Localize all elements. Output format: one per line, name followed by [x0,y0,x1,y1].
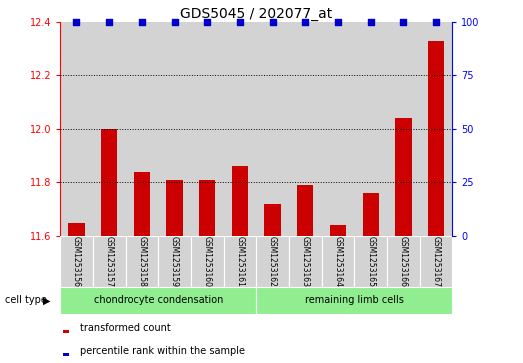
Text: GSM1253166: GSM1253166 [399,236,408,287]
Text: remaining limb cells: remaining limb cells [305,295,404,305]
Bar [93,22,126,236]
Bar [60,22,93,236]
Text: chondrocyte condensation: chondrocyte condensation [94,295,223,305]
Text: GSM1253167: GSM1253167 [431,236,440,287]
Text: transformed count: transformed count [79,323,170,333]
Bar [362,193,379,236]
Point [138,19,146,25]
Bar [419,236,452,287]
Bar [158,22,191,236]
Bar [387,236,419,287]
Point [432,19,440,25]
Bar [265,204,281,236]
Point [367,19,375,25]
Point [301,19,310,25]
Point [72,19,81,25]
Text: GSM1253162: GSM1253162 [268,236,277,287]
Bar [63,330,69,333]
Bar [419,22,452,236]
Bar [93,236,126,287]
Text: GSM1253159: GSM1253159 [170,236,179,287]
Bar [126,236,158,287]
Text: GSM1253161: GSM1253161 [235,236,244,287]
Point [334,19,342,25]
Bar [224,22,256,236]
Point [170,19,179,25]
Bar [256,236,289,287]
Bar [289,236,322,287]
Text: GSM1253163: GSM1253163 [301,236,310,287]
Text: cell type: cell type [5,295,47,305]
Bar [256,22,289,236]
Bar [297,185,313,236]
Bar [63,354,69,356]
Bar [322,236,355,287]
Bar [126,22,158,236]
Bar [330,225,346,236]
Bar [199,180,215,236]
Bar [232,166,248,236]
Point [203,19,211,25]
Bar [322,22,355,236]
Text: GSM1253158: GSM1253158 [138,236,146,287]
Bar [60,287,256,314]
Bar [166,180,183,236]
Title: GDS5045 / 202077_at: GDS5045 / 202077_at [180,7,333,21]
Point [268,19,277,25]
Point [236,19,244,25]
Bar [134,172,150,236]
Text: GSM1253156: GSM1253156 [72,236,81,287]
Bar [101,129,117,236]
Bar [387,22,419,236]
Bar [395,118,412,236]
Bar [289,22,322,236]
Bar [191,236,224,287]
Bar [256,287,452,314]
Bar [158,236,191,287]
Text: GSM1253165: GSM1253165 [366,236,375,287]
Text: GSM1253160: GSM1253160 [203,236,212,287]
Text: GSM1253157: GSM1253157 [105,236,113,287]
Bar [224,236,256,287]
Bar [355,236,387,287]
Point [399,19,407,25]
Bar [428,41,444,236]
Bar [60,236,93,287]
Bar [69,223,85,236]
Point [105,19,113,25]
Text: ▶: ▶ [43,295,50,305]
Text: GSM1253164: GSM1253164 [334,236,343,287]
Text: percentile rank within the sample: percentile rank within the sample [79,346,245,356]
Bar [355,22,387,236]
Bar [191,22,224,236]
